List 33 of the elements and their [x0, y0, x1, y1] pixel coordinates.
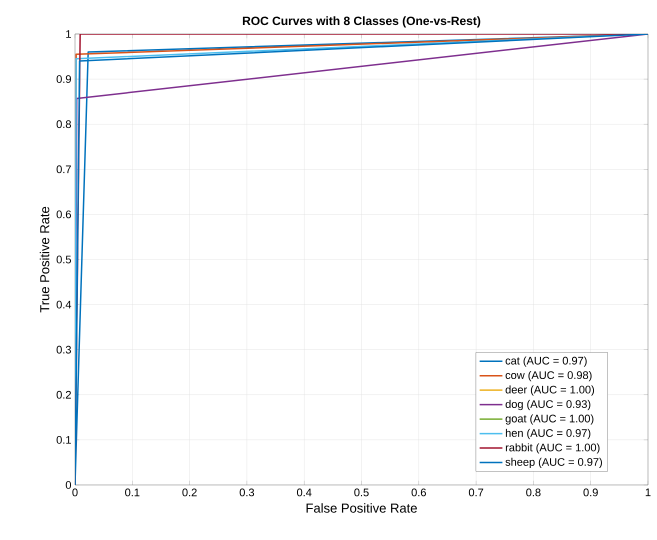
- x-tick-label: 0.2: [182, 488, 197, 496]
- x-tick-label: 0.6: [412, 488, 426, 496]
- x-tick-label: 0.1: [125, 488, 140, 496]
- y-tick-label: 0: [66, 481, 72, 489]
- y-tick-label: 0.5: [56, 256, 71, 264]
- x-tick-label: 0.7: [468, 488, 484, 496]
- legend-label: cow (AUC = 0.98): [506, 370, 592, 382]
- y-tick-label: 1: [66, 30, 71, 38]
- y-tick-label: 0.6: [56, 210, 71, 218]
- x-tick-label: 1: [646, 488, 651, 496]
- y-tick-label: 0.4: [56, 300, 72, 308]
- chart-title: ROC Curves with 8 Classes (One-vs-Rest): [242, 16, 480, 28]
- legend-label: deer (AUC = 1.00): [506, 385, 594, 396]
- x-tick-label: 0.8: [526, 488, 541, 496]
- y-tick-label: 0.2: [56, 390, 71, 399]
- legend-label: goat (AUC = 1.00): [506, 414, 594, 425]
- x-tick-label: 0.3: [240, 488, 254, 496]
- y-tick-label: 0.3: [56, 346, 71, 354]
- y-tick-label: 0.9: [56, 75, 71, 83]
- x-tick-label: 0.4: [296, 488, 312, 496]
- legend-label: dog (AUC = 0.93): [506, 400, 590, 410]
- x-tick-label: 0: [72, 488, 78, 496]
- y-tick-label: 0.1: [56, 436, 71, 444]
- legend-label: hen (AUC = 0.97): [506, 428, 590, 440]
- y-tick-label: 0.8: [56, 120, 71, 128]
- x-axis-title: False Positive Rate: [306, 503, 417, 513]
- legend-label: sheep (AUC = 0.97): [505, 458, 602, 468]
- x-tick-label: 0.9: [583, 488, 598, 496]
- legend-label: rabbit (AUC = 1.00): [506, 443, 600, 454]
- legend-label: cat (AUC = 0.97): [506, 356, 587, 367]
- y-axis-title: True Positive Rate: [40, 206, 50, 312]
- x-tick-label: 0.5: [354, 488, 369, 496]
- y-tick-label: 0.7: [56, 165, 71, 174]
